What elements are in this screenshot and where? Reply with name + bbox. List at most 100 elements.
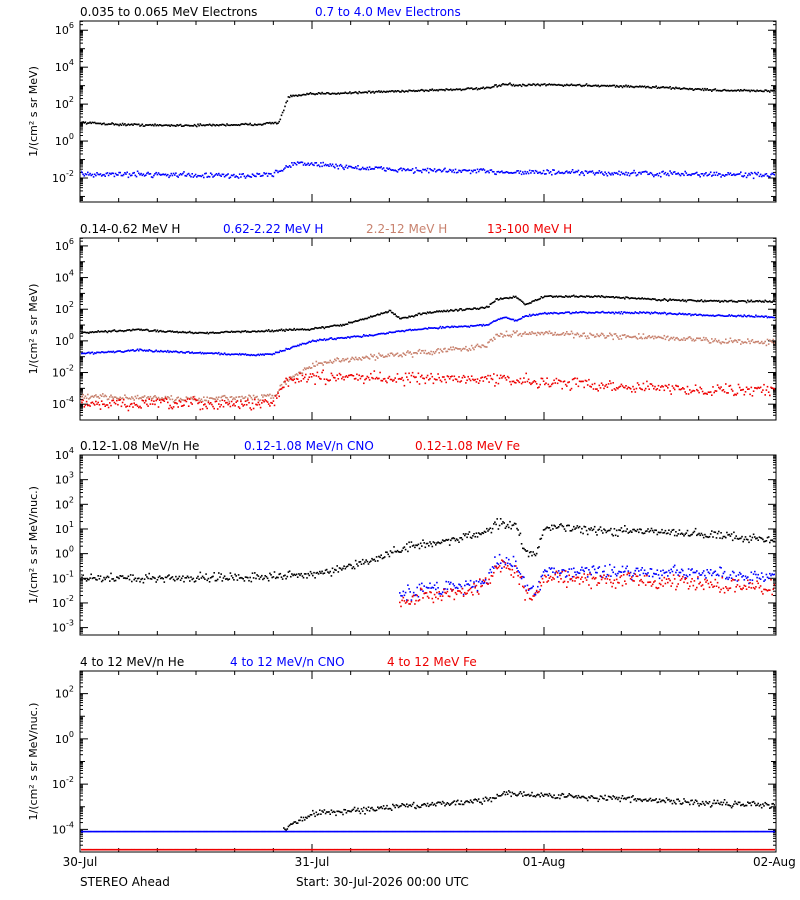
- data-point: [97, 395, 99, 398]
- data-point: [722, 315, 725, 317]
- data-point: [680, 88, 683, 90]
- data-point: [269, 173, 271, 175]
- data-point: [257, 173, 260, 175]
- data-point: [607, 171, 610, 174]
- data-point: [160, 401, 162, 404]
- data-point: [770, 316, 772, 318]
- data-point: [475, 308, 478, 310]
- data-point: [157, 406, 160, 408]
- data-point: [607, 335, 610, 337]
- data-point: [617, 387, 619, 390]
- data-point: [337, 358, 340, 360]
- data-point: [660, 175, 662, 178]
- data-point: [614, 389, 617, 391]
- data-point: [605, 85, 608, 87]
- data-point: [454, 587, 457, 589]
- data-point: [503, 297, 505, 299]
- data-point: [242, 173, 244, 175]
- data-point: [136, 123, 139, 126]
- data-point: [169, 578, 171, 580]
- data-point: [636, 173, 639, 176]
- data-point: [179, 331, 182, 334]
- data-point: [512, 83, 515, 86]
- data-point: [89, 405, 91, 407]
- data-point: [208, 403, 211, 405]
- data-point: [686, 174, 689, 176]
- data-point: [278, 120, 280, 123]
- data-point: [213, 332, 215, 334]
- data-point: [522, 381, 524, 384]
- data-point: [610, 382, 612, 385]
- data-point: [740, 343, 742, 345]
- data-point: [379, 166, 381, 169]
- data-point: [357, 565, 359, 567]
- data-point: [438, 352, 440, 354]
- data-point: [573, 312, 575, 314]
- data-point: [364, 378, 366, 381]
- data-point: [627, 172, 630, 174]
- data-point: [499, 562, 502, 564]
- data-point: [338, 337, 341, 339]
- data-point: [638, 297, 640, 299]
- data-point: [748, 541, 750, 544]
- data-point: [756, 341, 758, 343]
- data-point: [773, 316, 775, 319]
- data-point: [132, 124, 134, 126]
- data-point: [599, 526, 602, 528]
- data-point: [501, 170, 503, 172]
- data-point: [493, 373, 495, 375]
- data-point: [641, 171, 643, 173]
- data-point: [473, 581, 475, 583]
- data-point: [392, 312, 394, 314]
- data-point: [745, 89, 748, 92]
- data-point: [534, 84, 537, 87]
- data-point: [614, 172, 617, 175]
- data-point: [552, 334, 554, 336]
- data-point: [588, 295, 590, 297]
- data-point: [438, 376, 440, 379]
- data-point: [766, 90, 769, 93]
- data-point: [228, 177, 231, 179]
- data-point: [590, 333, 592, 336]
- data-point: [240, 400, 242, 403]
- data-point: [90, 573, 92, 576]
- data-point: [349, 91, 351, 93]
- data-point: [766, 385, 769, 388]
- data-point: [501, 298, 503, 300]
- data-point: [83, 122, 86, 124]
- data-point: [314, 340, 316, 342]
- data-point: [560, 523, 562, 525]
- data-point: [593, 295, 596, 297]
- data-point: [350, 321, 352, 324]
- data-point: [98, 122, 101, 125]
- data-point: [228, 331, 231, 333]
- data-point: [113, 175, 116, 178]
- data-point: [738, 173, 741, 175]
- data-point: [562, 381, 565, 383]
- data-point: [774, 341, 775, 343]
- data-point: [443, 168, 445, 171]
- data-point: [307, 367, 309, 370]
- data-point: [711, 530, 713, 532]
- data-point: [271, 394, 273, 397]
- data-point: [240, 331, 242, 334]
- data-point: [578, 525, 581, 528]
- data-point: [234, 331, 236, 333]
- data-point: [530, 84, 532, 86]
- data-point: [121, 397, 124, 399]
- data-point: [84, 404, 87, 406]
- data-point: [81, 171, 83, 174]
- data-point: [704, 314, 706, 317]
- data-point: [586, 533, 589, 536]
- data-point: [573, 171, 575, 174]
- data-point: [416, 314, 418, 317]
- data-point: [365, 168, 367, 171]
- data-point: [708, 173, 711, 175]
- data-point: [213, 407, 215, 410]
- data-point: [718, 530, 720, 533]
- data-point: [110, 330, 112, 333]
- data-point: [272, 330, 275, 333]
- data-point: [668, 383, 670, 386]
- data-point: [646, 298, 648, 300]
- data-point: [435, 588, 437, 591]
